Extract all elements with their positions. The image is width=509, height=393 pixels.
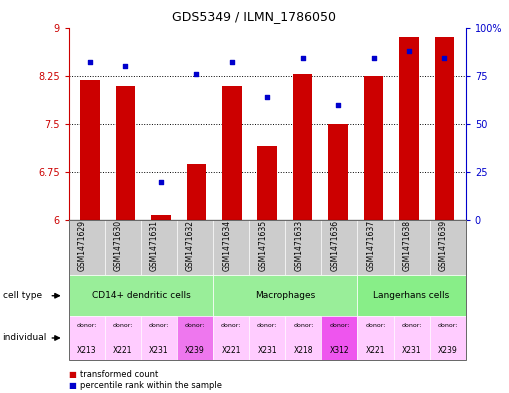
Text: X221: X221 bbox=[113, 345, 133, 354]
Point bbox=[405, 48, 413, 54]
Text: donor:: donor: bbox=[293, 323, 314, 329]
Bar bbox=[364, 75, 383, 220]
Bar bbox=[293, 74, 313, 220]
Point bbox=[440, 55, 448, 61]
Bar bbox=[187, 163, 206, 220]
Text: ■: ■ bbox=[69, 382, 76, 390]
Text: X221: X221 bbox=[366, 345, 385, 354]
Text: ■: ■ bbox=[69, 370, 76, 378]
Text: X218: X218 bbox=[294, 345, 313, 354]
Text: GSM1471629: GSM1471629 bbox=[78, 220, 87, 271]
Point bbox=[370, 55, 378, 61]
Point bbox=[228, 59, 236, 65]
Point bbox=[334, 101, 342, 108]
Bar bbox=[116, 86, 135, 220]
Text: X213: X213 bbox=[77, 345, 97, 354]
Text: GSM1471639: GSM1471639 bbox=[439, 220, 448, 271]
Text: GSM1471633: GSM1471633 bbox=[294, 220, 303, 271]
Text: X312: X312 bbox=[330, 345, 349, 354]
Text: X239: X239 bbox=[185, 345, 205, 354]
Bar bbox=[435, 37, 454, 220]
Text: GSM1471638: GSM1471638 bbox=[403, 220, 412, 271]
Text: GSM1471630: GSM1471630 bbox=[114, 220, 123, 271]
Text: X239: X239 bbox=[438, 345, 458, 354]
Bar bbox=[258, 146, 277, 220]
Point bbox=[299, 55, 307, 61]
Point bbox=[263, 94, 271, 100]
Text: donor:: donor: bbox=[149, 323, 169, 329]
Text: X221: X221 bbox=[221, 345, 241, 354]
Text: GDS5349 / ILMN_1786050: GDS5349 / ILMN_1786050 bbox=[173, 10, 336, 23]
Text: individual: individual bbox=[3, 334, 47, 342]
Text: Macrophages: Macrophages bbox=[255, 291, 316, 300]
Text: CD14+ dendritic cells: CD14+ dendritic cells bbox=[92, 291, 190, 300]
Text: percentile rank within the sample: percentile rank within the sample bbox=[80, 382, 222, 390]
Text: Langerhans cells: Langerhans cells bbox=[374, 291, 450, 300]
Text: donor:: donor: bbox=[402, 323, 422, 329]
Text: GSM1471632: GSM1471632 bbox=[186, 220, 195, 271]
Text: GSM1471635: GSM1471635 bbox=[258, 220, 267, 271]
Text: cell type: cell type bbox=[3, 291, 42, 300]
Text: donor:: donor: bbox=[438, 323, 458, 329]
Text: GSM1471631: GSM1471631 bbox=[150, 220, 159, 271]
Text: GSM1471636: GSM1471636 bbox=[330, 220, 340, 271]
Bar bbox=[328, 125, 348, 220]
Text: X231: X231 bbox=[258, 345, 277, 354]
Text: X231: X231 bbox=[149, 345, 169, 354]
Text: GSM1471637: GSM1471637 bbox=[366, 220, 376, 271]
Text: GSM1471634: GSM1471634 bbox=[222, 220, 231, 271]
Point bbox=[157, 178, 165, 185]
Text: donor:: donor: bbox=[221, 323, 241, 329]
Bar bbox=[151, 215, 171, 220]
Text: X231: X231 bbox=[402, 345, 421, 354]
Bar bbox=[399, 37, 419, 220]
Text: donor:: donor: bbox=[185, 323, 205, 329]
Text: donor:: donor: bbox=[76, 323, 97, 329]
Text: donor:: donor: bbox=[112, 323, 133, 329]
Text: donor:: donor: bbox=[329, 323, 350, 329]
Text: donor:: donor: bbox=[257, 323, 277, 329]
Point bbox=[192, 71, 201, 77]
Point bbox=[86, 59, 94, 65]
Bar bbox=[80, 80, 100, 220]
Point bbox=[121, 63, 129, 69]
Text: transformed count: transformed count bbox=[80, 370, 158, 378]
Text: donor:: donor: bbox=[365, 323, 386, 329]
Bar bbox=[222, 86, 242, 220]
